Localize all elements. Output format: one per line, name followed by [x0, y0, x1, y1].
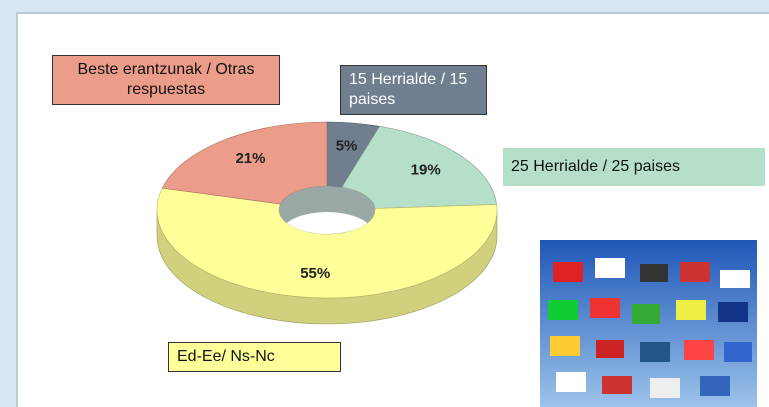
legend-label: 25 Herrialde / 25 paises — [503, 148, 765, 186]
value-label: 21% — [235, 150, 265, 167]
legend-label: Beste erantzunak / Otras respuestas — [52, 55, 280, 105]
legend-label: Ed-Ee/ Ns-Nc — [168, 342, 341, 372]
value-label: 19% — [411, 162, 441, 179]
legend-label: 15 Herrialde / 15 paises — [340, 65, 487, 115]
slices — [156, 121, 498, 299]
hole-floor — [279, 212, 375, 234]
hole — [279, 186, 375, 234]
flags-photo — [540, 240, 757, 407]
value-labels: 5% 19% 55% 21% — [235, 137, 440, 282]
slice — [156, 187, 498, 299]
value-label: 55% — [300, 265, 330, 282]
value-label: 5% — [336, 137, 358, 154]
